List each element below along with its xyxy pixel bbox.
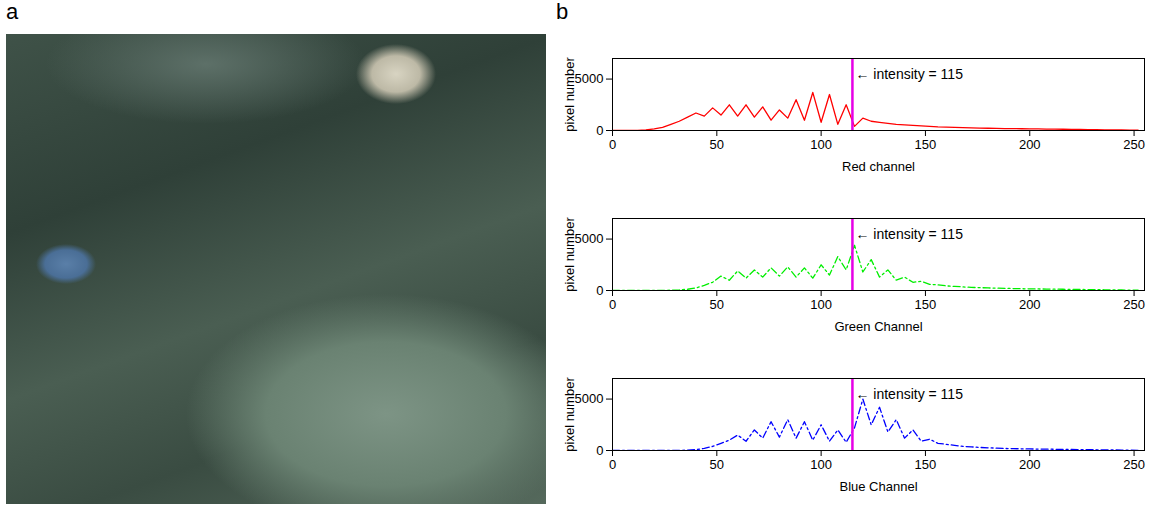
html-text:b: b: [556, 0, 569, 24]
svg-text:250: 250: [1123, 457, 1145, 472]
svg-text:0: 0: [596, 123, 603, 138]
html-text:a: a: [6, 0, 19, 24]
svg-text:250: 250: [1123, 137, 1145, 152]
svg-text:150: 150: [915, 297, 937, 312]
svg-text:0: 0: [596, 283, 603, 298]
svg-text:← intensity = 115: ← intensity = 115: [855, 386, 963, 402]
svg-text:← intensity = 115: ← intensity = 115: [855, 66, 963, 82]
svg-text:5000: 5000: [575, 231, 604, 246]
svg-text:pixel number: pixel number: [562, 57, 577, 132]
svg-text:5000: 5000: [575, 71, 604, 86]
svg-text:100: 100: [810, 457, 832, 472]
svg-text:100: 100: [810, 137, 832, 152]
svg-text:100: 100: [810, 297, 832, 312]
svg-text:pixel number: pixel number: [562, 217, 577, 292]
svg-text:50: 50: [710, 297, 724, 312]
svg-text:50: 50: [710, 137, 724, 152]
svg-text:0: 0: [609, 297, 616, 312]
svg-text:Red channel: Red channel: [842, 159, 915, 174]
svg-text:0: 0: [609, 457, 616, 472]
svg-text:5000: 5000: [575, 391, 604, 406]
svg-text:50: 50: [710, 457, 724, 472]
svg-text:150: 150: [915, 457, 937, 472]
svg-text:0: 0: [596, 443, 603, 458]
svg-text:pixel number: pixel number: [562, 377, 577, 452]
svg-text:Blue Channel: Blue Channel: [839, 479, 917, 494]
svg-text:0: 0: [609, 137, 616, 152]
svg-text:← intensity = 115: ← intensity = 115: [855, 226, 963, 242]
svg-text:250: 250: [1123, 297, 1145, 312]
svg-text:200: 200: [1019, 457, 1041, 472]
svg-text:200: 200: [1019, 297, 1041, 312]
svg-text:200: 200: [1019, 137, 1041, 152]
svg-text:Green Channel: Green Channel: [834, 319, 922, 334]
svg-text:150: 150: [915, 137, 937, 152]
